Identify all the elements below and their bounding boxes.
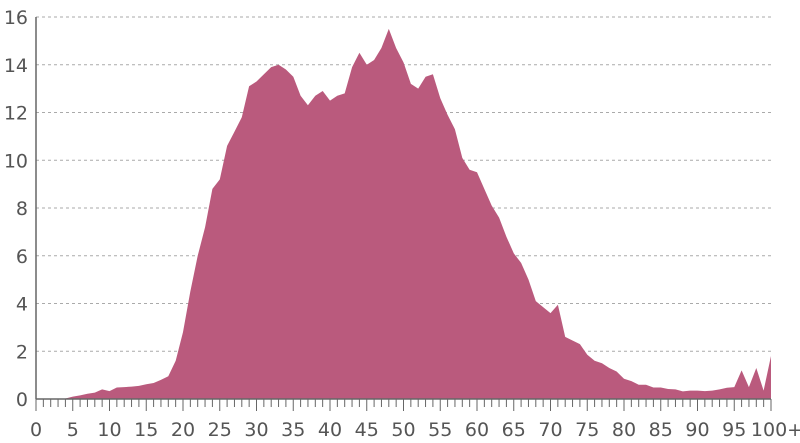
x-axis-labels: 0 5 10 15 20 25 30 35 40 45 50 55 60 65 70 75 80 85 90 95 10… <box>30 419 800 441</box>
x-tick-label: 50 <box>391 419 415 441</box>
x-tick-label: 5 <box>67 419 79 441</box>
x-tick-label: 55 <box>428 419 452 441</box>
y-tick-label: 6 <box>16 246 28 268</box>
x-tick-label: 25 <box>208 419 232 441</box>
x-tick-label: 60 <box>465 419 489 441</box>
x-tick-label: 0 <box>30 419 42 441</box>
x-tick-label: 70 <box>538 419 562 441</box>
x-tick-label: 35 <box>281 419 305 441</box>
y-tick-label: 2 <box>16 341 28 363</box>
y-tick-label: 4 <box>16 294 28 316</box>
x-tick-label: 45 <box>355 419 379 441</box>
area-series <box>36 28 771 400</box>
x-tick-label: 65 <box>502 419 526 441</box>
x-tick-label: 80 <box>612 419 636 441</box>
axes <box>35 17 772 411</box>
y-tick-label: 8 <box>16 198 28 220</box>
y-axis-labels: 0 2 4 6 8 10 12 14 16 <box>4 7 28 411</box>
y-tick-label: 10 <box>4 150 28 172</box>
x-tick-label: 20 <box>171 419 195 441</box>
x-tick-label: 10 <box>97 419 121 441</box>
x-tick-label: 30 <box>244 419 268 441</box>
x-tick-label: 100+ <box>751 419 800 441</box>
x-tick-label: 40 <box>318 419 342 441</box>
y-tick-label: 16 <box>4 7 28 29</box>
x-tick-label: 15 <box>134 419 158 441</box>
x-tick-label: 90 <box>685 419 709 441</box>
y-tick-label: 14 <box>4 55 28 77</box>
x-tick-label: 95 <box>722 419 746 441</box>
x-tick-label: 85 <box>649 419 673 441</box>
x-tick-label: 75 <box>575 419 599 441</box>
y-tick-label: 12 <box>4 103 28 125</box>
y-tick-label: 0 <box>16 389 28 411</box>
